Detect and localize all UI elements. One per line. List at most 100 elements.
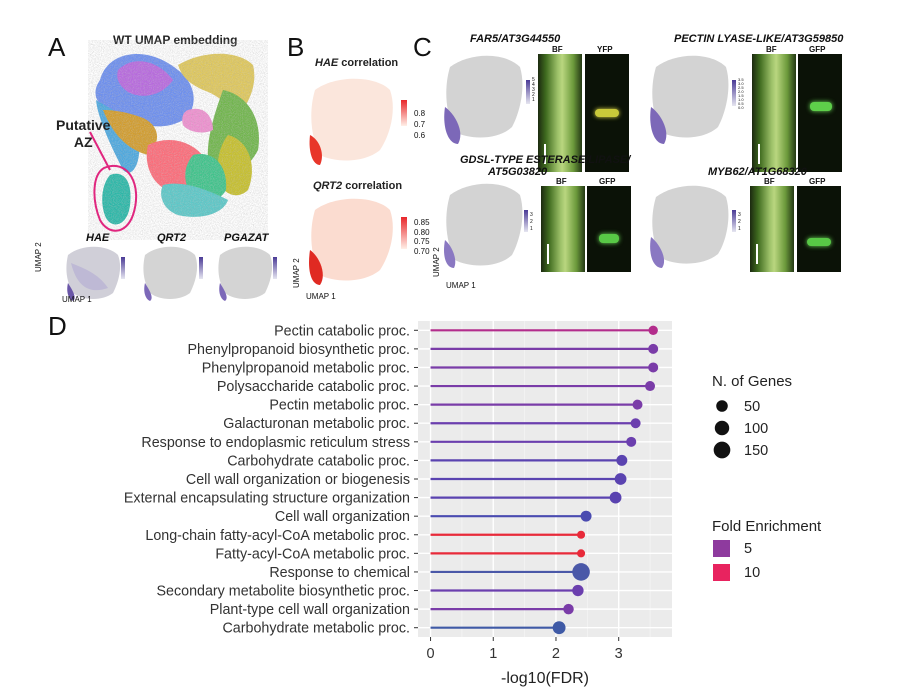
umap-myb62 (650, 185, 736, 268)
gdsl-fluorescence-image (587, 186, 631, 272)
myb62-scale: 3 2 1 (738, 212, 741, 233)
umap-far5 (444, 55, 530, 144)
myb62-scale-tick: 3 (738, 212, 741, 218)
lollipop-point (614, 473, 627, 485)
panel-a-letter: A (48, 32, 66, 62)
pectin-lyase-scale-tick: 1.5 (738, 93, 744, 98)
category-label: Cell wall organization or biogenesis (186, 472, 410, 488)
qrt2-correlation-rest: correlation (342, 180, 403, 192)
gdsl-scale: 3 2 1 (530, 212, 533, 233)
color-legend: 5 10 (713, 540, 760, 581)
size-legend: 50 100 150 (713, 399, 768, 459)
lollipop-point (552, 621, 566, 635)
gdsl-bf-label: BF (556, 177, 567, 186)
lollipop-point (626, 436, 637, 447)
pectin-lyase-scale-tick: 3.5 (738, 77, 744, 82)
lollipop-point (648, 343, 659, 354)
far5-scale-tick: 5 (532, 77, 535, 83)
qrt2-correlation-plot (309, 198, 407, 285)
gene-title-far5: FAR5/AT3G44550 (470, 33, 561, 45)
color-legend-label: 10 (744, 565, 760, 581)
pectin-lyase-fl-label: GFP (809, 45, 826, 54)
category-label: Pectin metabolic proc. (269, 398, 410, 414)
lollipop-point (648, 325, 658, 336)
category-label: Galacturonan metabolic proc. (223, 416, 410, 432)
hae-correlation-title: HAE correlation (315, 57, 398, 69)
mini-umap-row (66, 246, 277, 301)
scale-bar (758, 144, 760, 164)
category-label: Fatty-acyl-CoA metabolic proc. (215, 546, 410, 562)
myb62-scale-tick: 1 (738, 226, 741, 232)
myb62-bf-label: BF (764, 177, 775, 186)
fluorescence-signal (595, 109, 619, 117)
category-labels: Pectin catabolic proc. Phenylpropanoid bi… (124, 323, 418, 637)
lollipop-point (572, 563, 590, 581)
mini-umap-title-qrt2: QRT2 (157, 232, 187, 244)
far5-scale-tick: 2 (532, 92, 535, 98)
size-legend-label: 150 (744, 443, 768, 459)
pectin-lyase-scale-tick: 0.0 (738, 105, 744, 110)
category-label: Phenylpropanoid biosynthetic proc. (187, 342, 410, 358)
mini-scale-qrt2 (199, 257, 203, 279)
pectin-lyase-bf-image (752, 54, 796, 172)
lollipop-points (552, 325, 659, 635)
lollipop-point (645, 381, 656, 392)
pectin-lyase-scale-tick: 1.0 (738, 97, 744, 102)
pectin-lyase-scale-tick: 3.0 (738, 81, 744, 86)
category-label: Pectin catabolic proc. (274, 323, 410, 339)
gene-title-pectin-lyase: PECTIN LYASE-LIKE/AT3G59850 (674, 33, 844, 45)
size-legend-dot (714, 420, 730, 436)
lollipop-point (632, 399, 643, 410)
gene-title-gdsl-line2: AT5G03820 (488, 166, 548, 178)
qrt2-scale-tick: 0.75 (414, 237, 430, 246)
color-legend-swatch (713, 540, 730, 557)
far5-scale-tick: 3 (532, 87, 535, 93)
lollipop-stems (430, 329, 654, 629)
category-label: Phenylpropanoid metabolic proc. (202, 360, 410, 376)
gdsl-scale-tick: 2 (530, 219, 533, 225)
umap-gdsl (444, 183, 528, 268)
panel-c-letter: C (413, 32, 432, 62)
lollipop-point (580, 510, 592, 522)
lollipop-point (577, 530, 586, 539)
qrt2-scale-tick: 0.85 (414, 218, 430, 227)
qrt2-correlation-title: QRT2 correlation (313, 180, 402, 192)
qrt2-correlation-gene: QRT2 (313, 180, 343, 192)
pectin-lyase-fluorescence-image (798, 54, 842, 172)
gdsl-fl-label: GFP (599, 177, 616, 186)
scale-bar (547, 244, 549, 264)
far5-fluorescence-image (585, 54, 629, 172)
myb62-bf-image (750, 186, 794, 272)
pectin-lyase-scale-tick: 2.0 (738, 89, 744, 94)
az-label-line1: Putative (56, 117, 111, 133)
scale-bar (756, 244, 758, 264)
size-legend-title: N. of Genes (712, 373, 792, 390)
mini-umap-hae (66, 246, 121, 301)
panel-d-letter: D (48, 311, 67, 341)
size-legend-dot (713, 441, 731, 459)
qrt2-scale-tick: 0.80 (414, 227, 430, 237)
pectin-lyase-scale: 3.5 3.0 2.5 2.0 1.5 1.0 0.5 0.0 (738, 78, 744, 110)
hae-scale-tick: 0.8 (414, 109, 426, 118)
putative-az-label: Putative AZ (56, 117, 110, 151)
qrt2-correlation-scale: 0.85 0.80 0.75 0.70 (414, 218, 430, 256)
mini-umap-title-hae: HAE (86, 232, 110, 244)
category-label: Response to chemical (269, 565, 410, 581)
gdsl-scale-tick: 1 (530, 226, 533, 232)
size-legend-dot (716, 400, 728, 412)
category-label: Carbohydrate catabolic proc. (227, 453, 410, 469)
x-tick-labels: 0 1 2 3 (427, 637, 623, 662)
category-label: Secondary metabolite biosynthetic proc. (156, 584, 410, 600)
gdsl-bf-image (541, 186, 585, 272)
mini-umap-title-pgazat: PGAZAT (224, 232, 269, 244)
qrt2-scale-tick: 0.70 (414, 246, 430, 256)
gene-title-myb62: MYB62/AT1G68320 (708, 166, 807, 178)
mini-umap-qrt2 (143, 246, 198, 301)
far5-bf-label: BF (552, 45, 563, 54)
hae-correlation-scale: 0.8 0.7 0.6 (414, 108, 425, 141)
far5-fl-label: YFP (597, 45, 613, 54)
myb62-fl-label: GFP (809, 177, 826, 186)
category-label: Plant-type cell wall organization (210, 602, 410, 618)
myb62-scale-tick: 2 (738, 219, 741, 225)
